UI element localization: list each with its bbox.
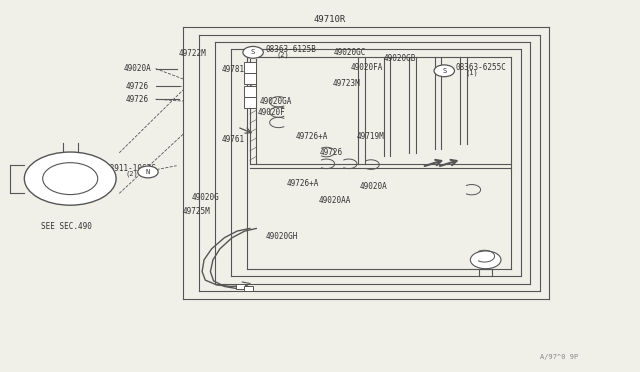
Circle shape	[138, 166, 158, 178]
Circle shape	[470, 251, 501, 269]
Text: 49726: 49726	[125, 82, 148, 91]
Text: 49020GH: 49020GH	[266, 232, 298, 241]
Text: 49020GA: 49020GA	[259, 97, 292, 106]
Text: N: N	[146, 169, 150, 175]
Text: 49020F: 49020F	[257, 108, 285, 118]
Text: 49020AA: 49020AA	[319, 196, 351, 205]
Text: 49726: 49726	[125, 95, 148, 104]
Bar	[244, 73, 256, 84]
Circle shape	[43, 163, 98, 195]
Text: 49726+A: 49726+A	[287, 179, 319, 187]
Bar	[236, 284, 245, 289]
Text: 49725M: 49725M	[183, 207, 211, 217]
Text: 08363-6125B: 08363-6125B	[266, 45, 317, 54]
Text: 49020GB: 49020GB	[384, 54, 416, 63]
Circle shape	[434, 65, 454, 77]
Text: S: S	[251, 49, 255, 55]
Text: 49726: 49726	[320, 148, 343, 157]
Text: 49020A: 49020A	[360, 182, 387, 191]
Text: (1): (1)	[465, 70, 478, 76]
Text: (2): (2)	[276, 52, 289, 58]
Text: 49723M: 49723M	[333, 79, 360, 88]
Circle shape	[24, 152, 116, 205]
Text: 49761: 49761	[221, 135, 244, 144]
Bar	[244, 286, 253, 291]
Text: 08363-6255C: 08363-6255C	[455, 62, 506, 72]
Text: 49726+A: 49726+A	[296, 132, 328, 141]
Text: 49710R: 49710R	[314, 15, 346, 24]
Text: S: S	[442, 68, 446, 74]
Text: 49722M: 49722M	[179, 49, 206, 58]
Bar	[244, 86, 256, 97]
Text: A/97^0 9P: A/97^0 9P	[540, 353, 578, 360]
Bar	[244, 97, 256, 109]
Text: 49020GC: 49020GC	[334, 48, 366, 57]
Text: 49020G: 49020G	[191, 193, 219, 202]
Circle shape	[243, 46, 263, 58]
Text: 49020A: 49020A	[124, 64, 152, 73]
Text: 49781: 49781	[221, 65, 244, 74]
Text: 49719M: 49719M	[357, 132, 385, 141]
Bar	[244, 62, 256, 73]
Text: 08911-1062G: 08911-1062G	[105, 164, 156, 173]
Text: SEE SEC.490: SEE SEC.490	[41, 222, 92, 231]
Text: (2): (2)	[125, 171, 138, 177]
Text: 49020FA: 49020FA	[351, 62, 383, 72]
